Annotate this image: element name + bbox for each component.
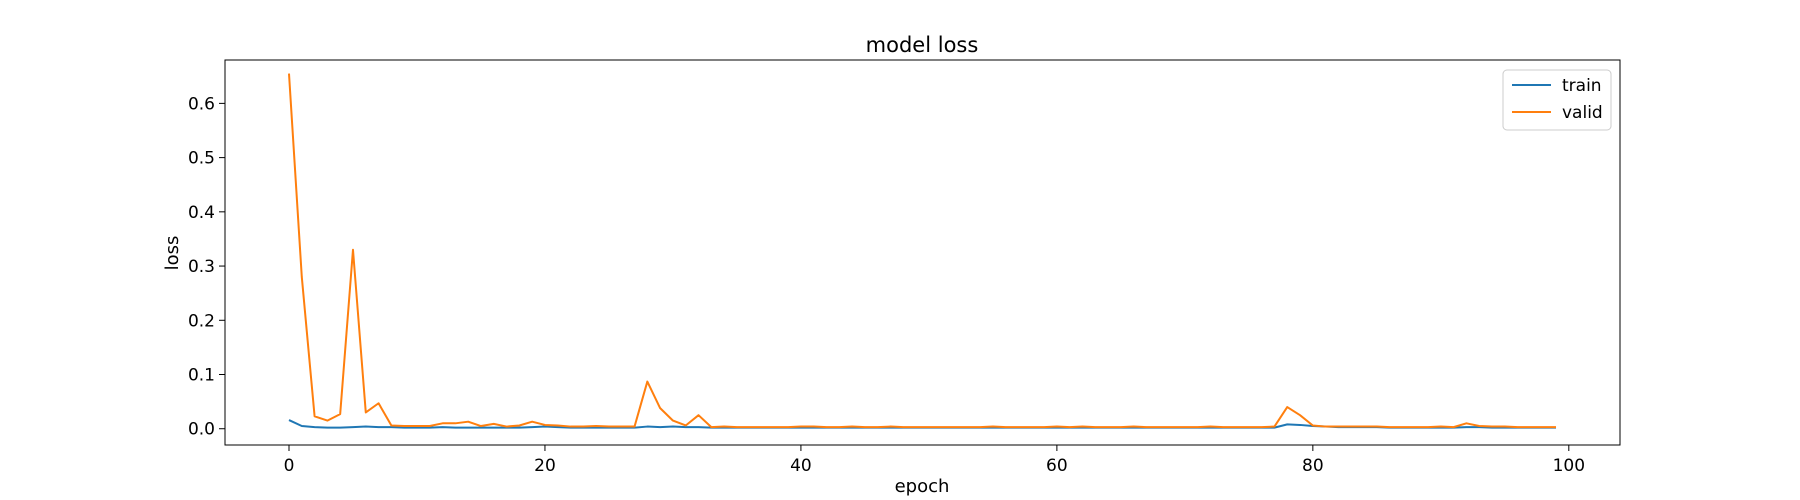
series-line-valid — [287, 73, 1557, 429]
x-tick-label: 20 — [534, 456, 556, 476]
legend-train-label: train — [1562, 76, 1602, 96]
y-tick-label: 0.1 — [188, 366, 215, 386]
x-axis-label: epoch — [895, 476, 950, 497]
y-tick-label: 0.3 — [188, 257, 215, 277]
x-tick-label: 0 — [284, 456, 295, 476]
x-tick-label: 60 — [1046, 456, 1068, 476]
y-tick-label: 0.5 — [188, 149, 215, 169]
y-tick-label: 0.2 — [188, 311, 215, 331]
x-tick-label: 80 — [1302, 456, 1324, 476]
x-tick-label: 100 — [1553, 456, 1585, 476]
x-tick-label: 40 — [790, 456, 812, 476]
y-tick-label: 0.4 — [188, 203, 215, 223]
y-axis: 0.0 0.1 0.2 0.3 0.4 0.5 0.6 — [188, 94, 225, 440]
plot-frame — [224, 59, 1621, 446]
y-axis-label: loss — [162, 236, 183, 271]
legend: train valid — [1502, 69, 1612, 131]
plot-area — [225, 60, 1620, 445]
x-axis: 0 20 40 60 80 100 — [284, 445, 1585, 476]
chart-title: model loss — [866, 33, 979, 57]
y-tick-label: 0.6 — [188, 94, 215, 114]
legend-valid-label: valid — [1562, 103, 1603, 123]
series-layer — [287, 73, 1557, 429]
y-tick-label: 0.0 — [188, 420, 215, 440]
